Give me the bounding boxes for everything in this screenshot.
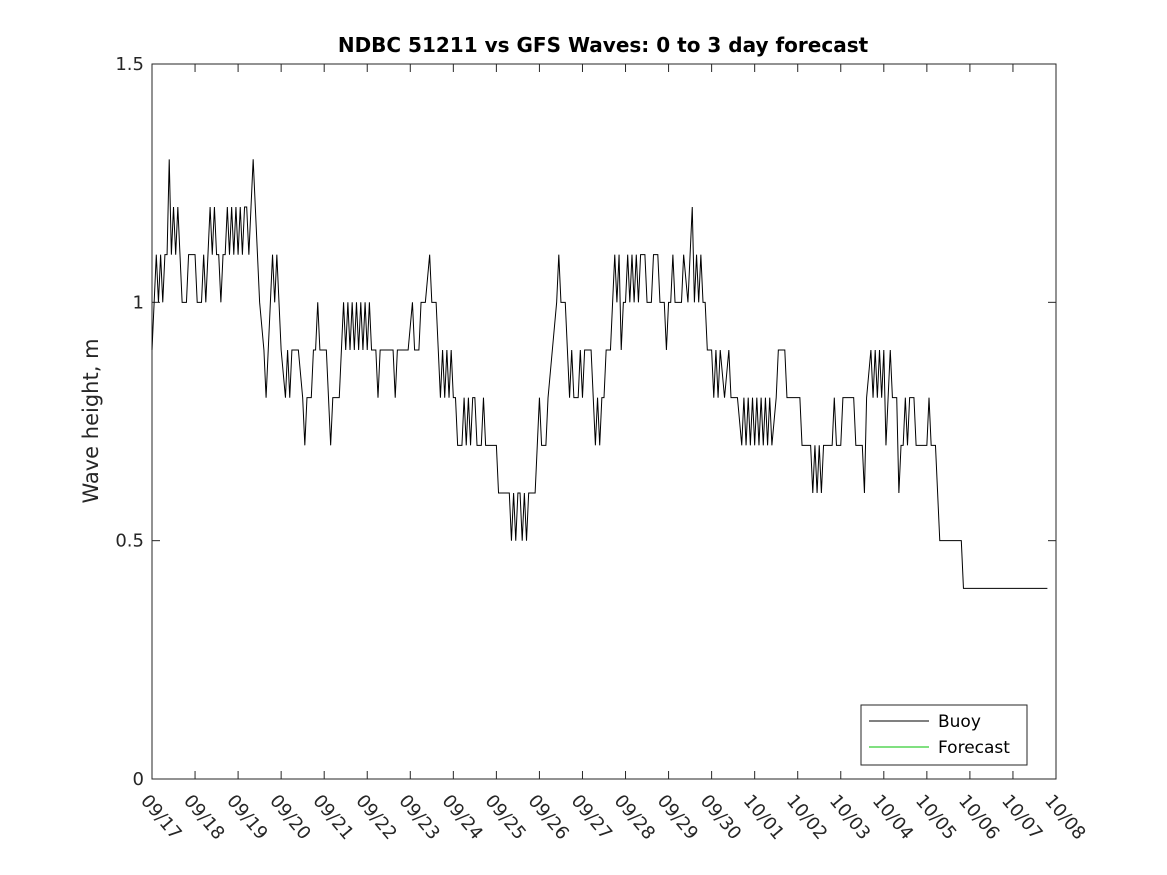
legend-forecast-label: Forecast bbox=[938, 738, 1010, 758]
y-tick-label: 1 bbox=[133, 292, 144, 313]
x-tick-label: 09/18 bbox=[179, 791, 228, 844]
plot-area-frame bbox=[151, 63, 1057, 780]
x-tick-label: 10/04 bbox=[868, 791, 917, 844]
x-tick-label: 09/23 bbox=[394, 791, 443, 844]
x-tick-label: 09/27 bbox=[567, 791, 616, 844]
legend: Buoy Forecast bbox=[860, 704, 1028, 766]
x-tick-label: 10/08 bbox=[1040, 791, 1089, 844]
series-line-buoy bbox=[151, 159, 1048, 589]
y-axis-label: Wave height, m bbox=[79, 338, 103, 503]
x-tick-label: 09/17 bbox=[136, 791, 185, 844]
x-tick-label: 09/30 bbox=[696, 791, 745, 844]
x-tick-label: 09/22 bbox=[351, 791, 400, 844]
x-tick-label: 10/03 bbox=[825, 791, 874, 844]
x-tick-label: 09/24 bbox=[438, 791, 487, 844]
chart-title: NDBC 51211 vs GFS Waves: 0 to 3 day fore… bbox=[338, 33, 869, 57]
legend-buoy-label: Buoy bbox=[938, 712, 981, 732]
y-tick-label: 0 bbox=[133, 769, 144, 790]
x-tick-label: 09/26 bbox=[524, 791, 573, 844]
y-tick-label: 0.5 bbox=[115, 531, 144, 552]
x-tick-label: 09/20 bbox=[265, 791, 314, 844]
x-tick-label: 09/29 bbox=[653, 791, 702, 844]
x-tick-label: 10/06 bbox=[954, 791, 1003, 844]
x-tick-label: 09/25 bbox=[481, 791, 530, 844]
x-tick-label: 10/01 bbox=[739, 791, 788, 844]
y-tick-label: 1.5 bbox=[115, 54, 144, 75]
series-lines bbox=[151, 159, 1048, 589]
x-tick-label: 10/02 bbox=[782, 791, 831, 844]
x-tick-label: 09/21 bbox=[308, 791, 357, 844]
x-tick-label: 10/07 bbox=[997, 791, 1046, 844]
x-tick-label: 10/05 bbox=[911, 791, 960, 844]
legend-box bbox=[860, 704, 1028, 766]
x-tick-label: 09/28 bbox=[610, 791, 659, 844]
x-tick-label: 09/19 bbox=[222, 791, 271, 844]
